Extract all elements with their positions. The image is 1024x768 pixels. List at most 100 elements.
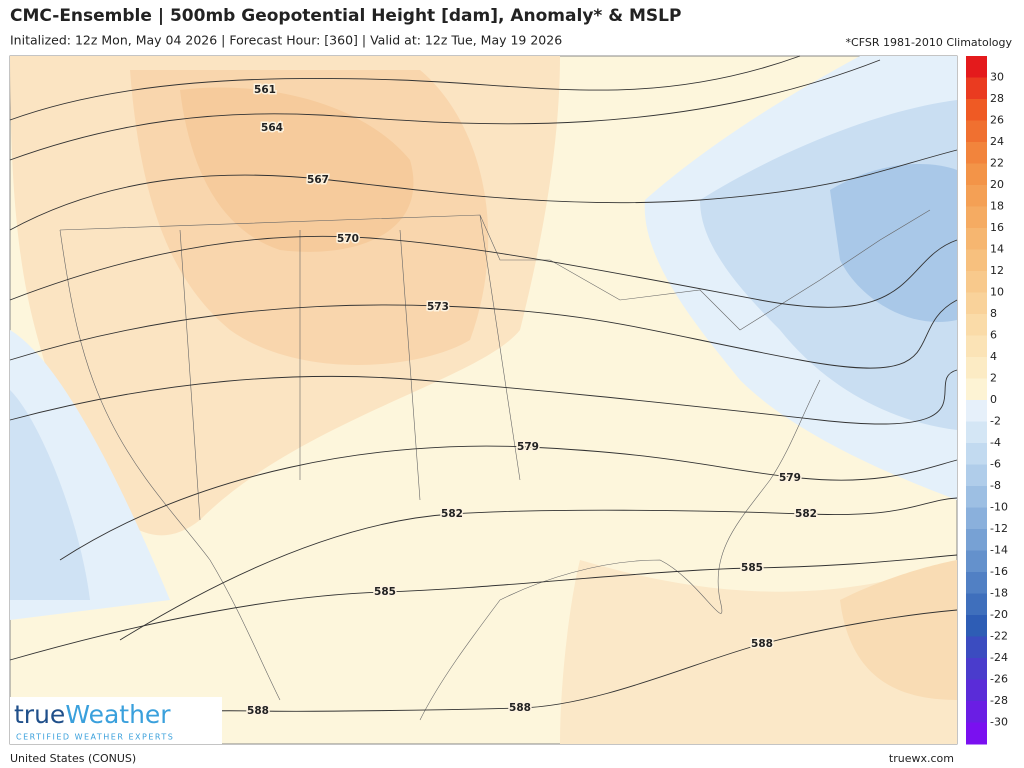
colorbar-segment xyxy=(966,206,987,229)
colorbar-segment xyxy=(966,486,987,508)
colorbar-label: -26 xyxy=(990,673,1008,686)
colorbar-segment xyxy=(966,679,987,702)
logo-name: trueWeather xyxy=(14,700,171,729)
colorbar-segment xyxy=(966,550,987,573)
colorbar-label: -14 xyxy=(990,544,1008,557)
colorbar-segment xyxy=(966,529,987,551)
contour-label: 570 xyxy=(337,233,359,245)
contour-label: 579 xyxy=(517,441,539,453)
colorbar-segment xyxy=(966,314,987,336)
colorbar-segment xyxy=(966,443,987,465)
colorbar-label: 4 xyxy=(990,350,997,363)
colorbar-segment xyxy=(966,701,987,723)
contour-label: 588 xyxy=(509,702,531,714)
borders xyxy=(59,209,931,721)
anomaly-warm xyxy=(840,560,957,700)
colorbar-segment xyxy=(966,228,987,250)
colorbar-label: -4 xyxy=(990,436,1001,449)
contour xyxy=(9,235,958,308)
map: 561 564 567 570 573 579 579 582 582 585 585 588 588 5… xyxy=(9,55,958,745)
anomaly-cool xyxy=(10,390,90,600)
colorbar-label: 10 xyxy=(990,286,1004,299)
colorbar: 302826242220181614121086420-2-4-6-8-10-1… xyxy=(966,56,1008,745)
colorbar-segment xyxy=(966,400,987,422)
colorbar-segment xyxy=(966,249,987,272)
logo-box xyxy=(10,697,222,744)
colorbar-segment xyxy=(966,421,987,444)
colorbar-label: 30 xyxy=(990,71,1004,84)
logo-tagline: CERTIFIED WEATHER EXPERTS xyxy=(16,733,174,742)
colorbar-segment xyxy=(966,185,987,207)
subtitle: Initalized: 12z Mon, May 04 2026 | Forec… xyxy=(10,33,562,48)
colorbar-segment xyxy=(966,593,987,616)
contour xyxy=(9,55,801,121)
colorbar-segment xyxy=(966,99,987,121)
colorbar-label: 20 xyxy=(990,178,1004,191)
logo-part: Weather xyxy=(65,700,171,729)
colorbar-label: -30 xyxy=(990,716,1008,729)
title: CMC-Ensemble | 500mb Geopotential Height… xyxy=(10,6,681,26)
colorbar-label: 8 xyxy=(990,307,997,320)
colorbar-label: 14 xyxy=(990,243,1004,256)
logo: trueWeather CERTIFIED WEATHER EXPERTS xyxy=(10,697,222,744)
contour-label: 588 xyxy=(247,705,269,717)
colorbar-segment xyxy=(966,77,987,100)
colorbar-label: -16 xyxy=(990,565,1008,578)
colorbar-segment xyxy=(966,335,987,358)
colorbar-segment xyxy=(966,615,987,637)
colorbar-label: -6 xyxy=(990,458,1001,471)
colorbar-label: 26 xyxy=(990,114,1004,127)
colorbar-segment xyxy=(966,658,987,680)
anomaly-warm xyxy=(180,87,414,252)
contour-label: 585 xyxy=(741,562,763,574)
colorbar-label: 16 xyxy=(990,221,1004,234)
footer-region: United States (CONUS) xyxy=(10,752,136,765)
logo-part: true xyxy=(14,700,65,729)
colorbar-segment xyxy=(966,464,987,487)
colorbar-segment xyxy=(966,378,987,401)
contour-label: 582 xyxy=(795,508,817,520)
colorbar-segment xyxy=(966,507,987,530)
contour-label: 567 xyxy=(307,174,329,186)
colorbar-segment xyxy=(966,271,987,293)
contour-label: 573 xyxy=(427,301,449,313)
colorbar-label: -12 xyxy=(990,522,1008,535)
colorbar-label: -2 xyxy=(990,415,1001,428)
contour-label: 588 xyxy=(751,638,773,650)
colorbar-label: 24 xyxy=(990,135,1004,148)
colorbar-segment xyxy=(966,357,987,379)
anomaly-cool xyxy=(830,164,957,322)
colorbar-segment xyxy=(966,163,987,186)
colorbar-label: -20 xyxy=(990,608,1008,621)
contour xyxy=(9,299,958,369)
colorbar-label: 22 xyxy=(990,157,1004,170)
contour xyxy=(9,149,958,231)
colorbar-label: 0 xyxy=(990,393,997,406)
colorbar-segment xyxy=(966,292,987,315)
contour xyxy=(9,59,881,161)
colorbar-label: -10 xyxy=(990,501,1008,514)
contour-label: 561 xyxy=(254,84,276,96)
contour xyxy=(59,445,958,561)
colorbar-label: 6 xyxy=(990,329,997,342)
colorbar-segment xyxy=(966,572,987,594)
footer-site: truewx.com xyxy=(889,752,954,765)
colorbar-label: -8 xyxy=(990,479,1001,492)
colorbar-segment xyxy=(966,120,987,143)
colorbar-segment xyxy=(966,142,987,164)
colorbar-label: -22 xyxy=(990,630,1008,643)
colorbar-label: -18 xyxy=(990,587,1008,600)
contour-label: 579 xyxy=(779,472,801,484)
colorbar-label: -24 xyxy=(990,651,1008,664)
climatology-note: *CFSR 1981-2010 Climatology xyxy=(846,36,1013,49)
contour xyxy=(119,497,958,641)
colorbar-segment xyxy=(966,636,987,659)
colorbar-segment xyxy=(966,722,987,745)
contour xyxy=(9,554,958,661)
contour-label: 585 xyxy=(374,586,396,598)
colorbar-segment xyxy=(966,56,987,78)
colorbar-label: 12 xyxy=(990,264,1004,277)
contour-label: 564 xyxy=(261,122,283,134)
colorbar-label: -28 xyxy=(990,694,1008,707)
